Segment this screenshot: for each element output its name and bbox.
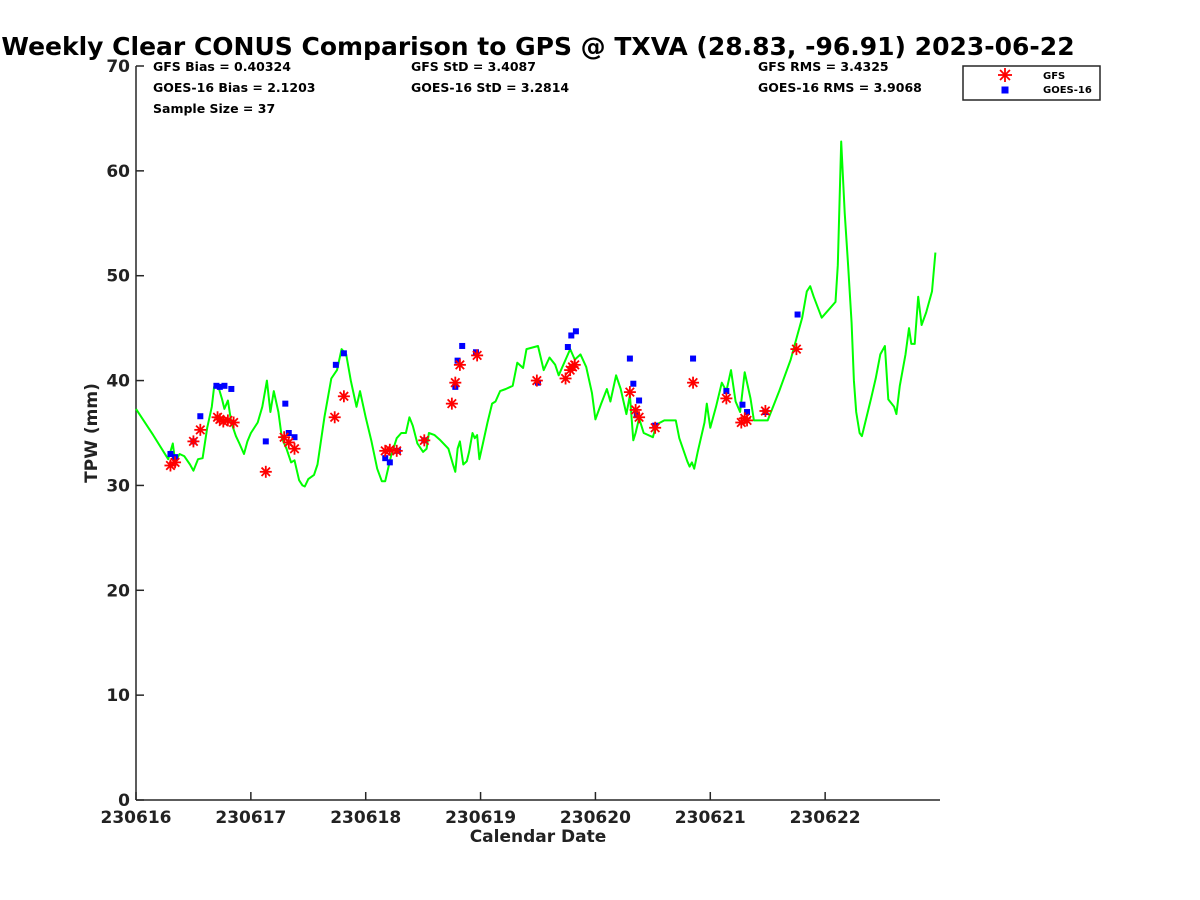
goes-point bbox=[340, 350, 347, 357]
goes-point bbox=[262, 438, 269, 445]
goes-point bbox=[167, 450, 174, 457]
goes-bias-text: GOES-16 Bias = 2.1203 bbox=[153, 80, 315, 95]
gfs-point bbox=[790, 343, 803, 356]
legend: GFS GOES-16 bbox=[962, 65, 1101, 101]
gfs-point bbox=[633, 411, 646, 424]
x-ticks: 230616 230617 230618 230619 230620 230621 2306… bbox=[101, 792, 861, 828]
x-tick-label: 230622 bbox=[790, 808, 861, 828]
gfs-point bbox=[741, 414, 754, 427]
gfs-point bbox=[390, 444, 403, 457]
goes-point bbox=[197, 413, 204, 420]
goes-point bbox=[630, 380, 637, 387]
y-axis-label: TPW (mm) bbox=[82, 383, 102, 483]
gfs-point bbox=[568, 358, 581, 371]
goes-point bbox=[459, 342, 466, 349]
sample-size-text: Sample Size = 37 bbox=[153, 101, 275, 116]
y-tick-label: 70 bbox=[106, 57, 130, 77]
legend-goes-label: GOES-16 bbox=[1043, 85, 1092, 96]
goes-point bbox=[723, 388, 730, 395]
goes-point bbox=[386, 459, 393, 466]
legend-box bbox=[962, 65, 1101, 101]
goes-point bbox=[636, 397, 643, 404]
goes-point bbox=[572, 328, 579, 335]
gfs-point bbox=[259, 465, 272, 478]
gfs-point bbox=[649, 421, 662, 434]
gfs-point bbox=[227, 416, 240, 429]
gfs-point bbox=[530, 374, 543, 387]
gfs-point bbox=[169, 456, 182, 469]
goes-point bbox=[285, 430, 292, 436]
goes-point bbox=[564, 344, 571, 351]
goes-point bbox=[216, 383, 223, 390]
gfs-point bbox=[471, 349, 484, 362]
goes-std-text: GOES-16 StD = 3.2814 bbox=[411, 80, 569, 95]
gfs-series bbox=[164, 343, 803, 478]
gfs-point bbox=[337, 390, 350, 403]
goes-point bbox=[332, 361, 339, 368]
goes-point bbox=[744, 409, 751, 416]
x-tick-label: 230621 bbox=[675, 808, 746, 828]
gfs-point bbox=[623, 386, 636, 399]
y-tick-label: 0 bbox=[118, 791, 130, 811]
gfs-point bbox=[187, 435, 200, 448]
y-tick-label: 60 bbox=[106, 162, 130, 182]
gfs-point bbox=[328, 411, 341, 424]
legend-goes-marker bbox=[1001, 86, 1009, 94]
gfs-point bbox=[449, 376, 462, 389]
gfs-point bbox=[453, 358, 466, 371]
x-tick-label: 230620 bbox=[560, 808, 631, 828]
goes-point bbox=[282, 400, 289, 407]
gfs-point bbox=[720, 392, 733, 405]
goes-point bbox=[382, 455, 389, 462]
x-tick-label: 230616 bbox=[101, 808, 172, 828]
gfs-rms-text: GFS RMS = 3.4325 bbox=[758, 59, 889, 74]
goes-rms-text: GOES-16 RMS = 3.9068 bbox=[758, 80, 922, 95]
x-tick-label: 230617 bbox=[215, 808, 286, 828]
gps-series-line bbox=[135, 140, 937, 488]
goes-point bbox=[454, 357, 461, 364]
y-tick-label: 50 bbox=[106, 267, 130, 287]
y-ticks: 0 10 20 30 40 50 60 70 bbox=[106, 57, 144, 811]
goes-point bbox=[739, 401, 746, 408]
y-tick-label: 30 bbox=[106, 476, 130, 496]
gfs-point bbox=[288, 442, 301, 455]
legend-gfs-label: GFS bbox=[1043, 71, 1065, 82]
x-tick-label: 230619 bbox=[445, 808, 516, 828]
gfs-point bbox=[445, 397, 458, 410]
chart-title: Weekly Clear CONUS Comparison to GPS @ T… bbox=[1, 32, 1074, 61]
goes-point bbox=[221, 382, 228, 389]
goes-point bbox=[690, 355, 697, 362]
y-tick-label: 10 bbox=[106, 686, 130, 706]
goes-point bbox=[626, 355, 633, 362]
y-tick-label: 20 bbox=[106, 581, 130, 601]
goes-point bbox=[213, 382, 220, 389]
gfs-point bbox=[559, 372, 572, 385]
gfs-point bbox=[759, 404, 772, 417]
gfs-point bbox=[687, 376, 700, 389]
goes-point bbox=[568, 332, 575, 339]
gfs-bias-text: GFS Bias = 0.40324 bbox=[153, 59, 291, 74]
x-tick-label: 230618 bbox=[330, 808, 401, 828]
x-axis-label: Calendar Date bbox=[470, 827, 607, 847]
gfs-point bbox=[418, 434, 431, 447]
goes-point bbox=[228, 385, 235, 392]
plot-area bbox=[135, 66, 940, 801]
goes-point bbox=[472, 349, 479, 356]
goes-point bbox=[794, 311, 801, 318]
legend-gfs-marker bbox=[998, 68, 1012, 82]
goes-point bbox=[291, 434, 298, 441]
legend-goes-square bbox=[1001, 86, 1009, 94]
gfs-std-text: GFS StD = 3.4087 bbox=[411, 59, 536, 74]
series-layer bbox=[135, 140, 937, 488]
y-tick-label: 40 bbox=[106, 372, 130, 392]
legend-gfs-asterisk bbox=[998, 68, 1012, 82]
gfs-point bbox=[194, 423, 207, 436]
stats-block: GFS Bias = 0.40324 GOES-16 Bias = 2.1203… bbox=[153, 59, 922, 116]
